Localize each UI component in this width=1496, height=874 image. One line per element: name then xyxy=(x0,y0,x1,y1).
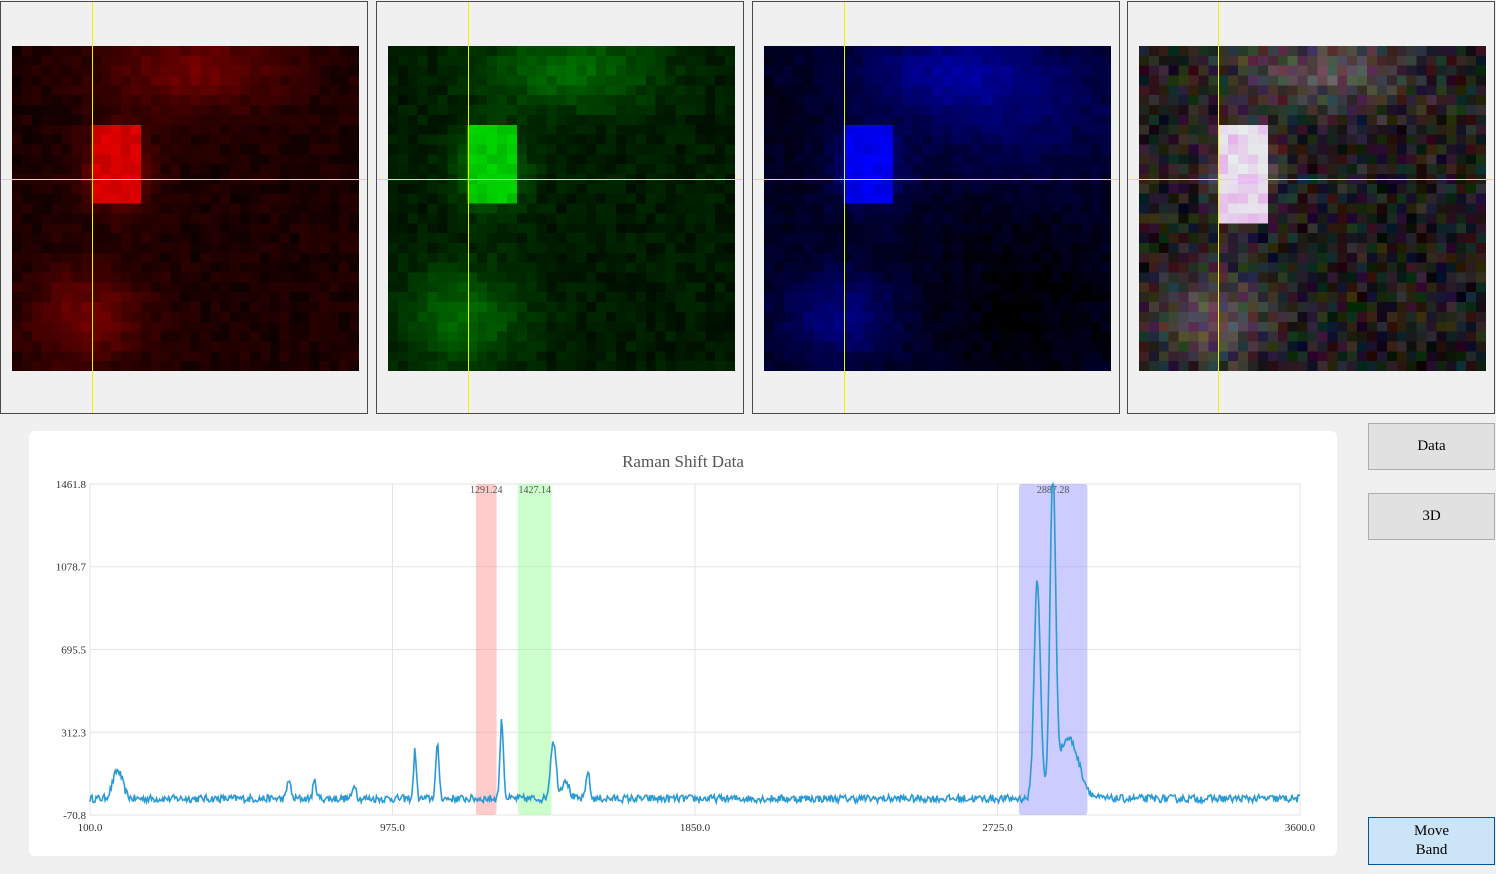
x-tick-label: 100.0 xyxy=(78,822,103,834)
band-label-3: 2887.28 xyxy=(1037,485,1070,496)
red-channel-panel[interactable] xyxy=(0,1,368,414)
y-tick-label: 312.3 xyxy=(61,727,86,739)
3d-button[interactable]: 3D xyxy=(1368,493,1495,540)
crosshair-vertical xyxy=(1218,2,1219,413)
raman-chart-svg[interactable]: Raman Shift Data 1291.24 1427.14 2887.28 1… xyxy=(29,431,1337,856)
x-tick-label: 3600.0 xyxy=(1285,822,1316,834)
band-3[interactable] xyxy=(1018,484,1088,815)
y-tick-label: 1078.7 xyxy=(56,562,87,574)
green-channel-panel[interactable] xyxy=(376,1,744,414)
crosshair-vertical xyxy=(468,2,469,413)
crosshair-horizontal xyxy=(753,179,1119,180)
spectrum-line xyxy=(89,481,1301,806)
blue-channel-panel[interactable] xyxy=(752,1,1120,414)
x-tick-label: 1850.0 xyxy=(680,822,711,834)
y-tick-label: 1461.8 xyxy=(56,479,87,491)
x-tick-label: 2725.0 xyxy=(982,822,1013,834)
move-band-button[interactable]: Move Band xyxy=(1368,817,1495,865)
crosshair-vertical xyxy=(92,2,93,413)
crosshair-horizontal xyxy=(1,179,367,180)
y-tick-label: 695.5 xyxy=(61,645,86,657)
data-button[interactable]: Data xyxy=(1368,423,1495,470)
band-1[interactable] xyxy=(475,484,497,815)
band-label-1: 1291.24 xyxy=(470,485,503,496)
green-channel-image[interactable] xyxy=(388,46,735,371)
band-label-2: 1427.14 xyxy=(519,485,552,496)
composite-panel[interactable] xyxy=(1127,1,1495,414)
composite-image[interactable] xyxy=(1139,46,1486,371)
x-tick-label: 975.0 xyxy=(380,822,405,834)
band-2[interactable] xyxy=(517,484,552,815)
crosshair-horizontal xyxy=(377,179,743,180)
crosshair-vertical xyxy=(844,2,845,413)
blue-channel-image[interactable] xyxy=(764,46,1111,371)
y-tick-label: -70.8 xyxy=(63,810,86,822)
chart-title: Raman Shift Data xyxy=(622,452,744,471)
raman-chart[interactable]: Raman Shift Data 1291.24 1427.14 2887.28 1… xyxy=(29,431,1337,856)
red-channel-image[interactable] xyxy=(12,46,359,371)
crosshair-horizontal xyxy=(1128,179,1494,180)
